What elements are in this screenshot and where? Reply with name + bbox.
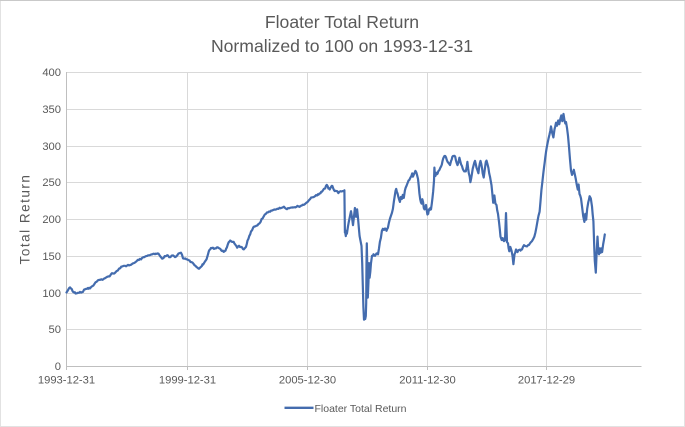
- svg-text:400: 400: [42, 67, 61, 79]
- svg-text:50: 50: [49, 324, 61, 336]
- svg-text:Normalized to 100 on 1993-12-3: Normalized to 100 on 1993-12-31: [211, 36, 473, 56]
- svg-text:Floater Total Return: Floater Total Return: [265, 12, 419, 32]
- svg-text:250: 250: [42, 177, 61, 189]
- svg-text:2011-12-30: 2011-12-30: [399, 375, 455, 387]
- svg-text:1993-12-31: 1993-12-31: [38, 375, 95, 387]
- svg-text:200: 200: [42, 214, 61, 226]
- svg-text:150: 150: [42, 251, 61, 263]
- svg-text:300: 300: [42, 141, 61, 153]
- svg-text:100: 100: [42, 288, 61, 300]
- svg-text:2017-12-29: 2017-12-29: [518, 375, 575, 387]
- svg-text:1999-12-31: 1999-12-31: [159, 375, 216, 387]
- svg-text:Total Return: Total Return: [18, 174, 33, 265]
- svg-text:350: 350: [42, 104, 61, 116]
- svg-text:2005-12-30: 2005-12-30: [279, 375, 336, 387]
- svg-text:0: 0: [55, 361, 61, 373]
- svg-text:Floater Total Return: Floater Total Return: [315, 403, 407, 415]
